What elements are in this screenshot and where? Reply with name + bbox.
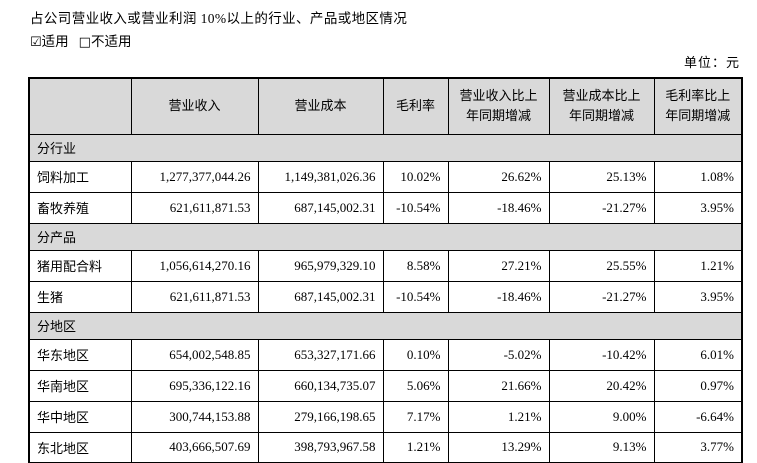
revenue-cell: 1,277,377,044.26: [130, 160, 259, 193]
margin-yoy-cell: 1.21%: [653, 249, 743, 282]
cost-cell: 687,145,002.31: [257, 280, 384, 313]
revenue-yoy-cell: 27.21%: [447, 249, 550, 282]
revenue-yoy-cell: 26.62%: [447, 160, 550, 193]
section-row-product: 分产品: [28, 222, 743, 251]
table-row-pig-compound-feed: 猪用配合料 1,056,614,270.16 965,979,329.10 8.…: [28, 249, 743, 282]
cost-yoy-cell: 9.00%: [548, 400, 655, 433]
revenue-cell: 695,336,122.16: [130, 369, 259, 402]
section-row-industry: 分行业: [28, 133, 743, 162]
cost-yoy-cell: 25.13%: [548, 160, 655, 193]
applicable-option: ☑适用: [30, 30, 69, 50]
revenue-yoy-cell: -18.46%: [447, 280, 550, 313]
section-label: 分产品: [28, 222, 743, 251]
revenue-cell: 403,666,507.69: [130, 431, 259, 463]
table-row-live-pigs: 生猪 621,611,871.53 687,145,002.31 -10.54%…: [28, 280, 743, 313]
revenue-yoy-cell: -18.46%: [447, 191, 550, 224]
header-revenue-yoy: 营业收入比上 年同期增减: [447, 77, 550, 135]
revenue-cell: 621,611,871.53: [130, 280, 259, 313]
margin-yoy-cell: 1.08%: [653, 160, 743, 193]
margin-cell: 1.21%: [382, 431, 449, 463]
header-cost: 营业成本: [257, 77, 384, 135]
cost-yoy-cell: 9.13%: [548, 431, 655, 463]
page-title: 占公司营业收入或营业利润 10%以上的行业、产品或地区情况: [30, 11, 408, 26]
revenue-yoy-cell: 13.29%: [447, 431, 550, 463]
header-revenue: 营业收入: [130, 77, 259, 135]
cost-yoy-cell: -21.27%: [548, 280, 655, 313]
header-empty-cell: [28, 77, 132, 135]
revenue-cell: 654,002,548.85: [130, 338, 259, 371]
cost-yoy-cell: 25.55%: [548, 249, 655, 282]
revenue-cell: 621,611,871.53: [130, 191, 259, 224]
header-gross-margin: 毛利率: [382, 77, 449, 135]
revenue-cell: 1,056,614,270.16: [130, 249, 259, 282]
margin-cell: 7.17%: [382, 400, 449, 433]
margin-yoy-cell: 3.95%: [653, 280, 743, 313]
cost-yoy-cell: 20.42%: [548, 369, 655, 402]
margin-cell: 5.06%: [382, 369, 449, 402]
margin-yoy-cell: -6.64%: [653, 400, 743, 433]
margin-yoy-cell: 3.95%: [653, 191, 743, 224]
cost-cell: 653,327,171.66: [257, 338, 384, 371]
revenue-yoy-cell: 21.66%: [447, 369, 550, 402]
cost-yoy-cell: -10.42%: [548, 338, 655, 371]
cost-cell: 660,134,735.07: [257, 369, 384, 402]
checked-checkbox-icon: ☑: [30, 35, 42, 50]
header-margin-yoy: 毛利率比上 年同期增减: [653, 77, 743, 135]
applicability-row: ☑适用 □不适用: [30, 30, 131, 50]
row-label: 华南地区: [28, 369, 132, 402]
margin-cell: 0.10%: [382, 338, 449, 371]
not-applicable-option: □不适用: [79, 30, 132, 50]
row-label: 畜牧养殖: [28, 191, 132, 224]
applicable-label: 适用: [41, 34, 69, 49]
table-row-feed-processing: 饲料加工 1,277,377,044.26 1,149,381,026.36 1…: [28, 160, 743, 193]
cost-cell: 279,166,198.65: [257, 400, 384, 433]
row-label: 华中地区: [28, 400, 132, 433]
row-label: 生猪: [28, 280, 132, 313]
row-label: 东北地区: [28, 431, 132, 463]
section-label: 分地区: [28, 311, 743, 340]
header-cost-yoy: 营业成本比上 年同期增减: [548, 77, 655, 135]
table-header-row: 营业收入 营业成本 毛利率 营业收入比上 年同期增减 营业成本比上 年同期增减 …: [28, 77, 743, 135]
cost-cell: 965,979,329.10: [257, 249, 384, 282]
row-label: 华东地区: [28, 338, 132, 371]
margin-cell: 8.58%: [382, 249, 449, 282]
unit-label: 单位：元: [683, 55, 740, 70]
section-row-region: 分地区: [28, 311, 743, 340]
cost-cell: 1,149,381,026.36: [257, 160, 384, 193]
not-applicable-label: 不适用: [90, 34, 132, 49]
margin-yoy-cell: 0.97%: [653, 369, 743, 402]
revenue-yoy-cell: 1.21%: [447, 400, 550, 433]
margin-yoy-cell: 6.01%: [653, 338, 743, 371]
table-row-livestock-breeding: 畜牧养殖 621,611,871.53 687,145,002.31 -10.5…: [28, 191, 743, 224]
cost-cell: 398,793,967.58: [257, 431, 384, 463]
table-row-northeast-china: 东北地区 403,666,507.69 398,793,967.58 1.21%…: [28, 431, 743, 463]
row-label: 猪用配合料: [28, 249, 132, 282]
section-label: 分行业: [28, 133, 743, 162]
cost-cell: 687,145,002.31: [257, 191, 384, 224]
row-label: 饲料加工: [28, 160, 132, 193]
margin-yoy-cell: 3.77%: [653, 431, 743, 463]
table-row-south-china: 华南地区 695,336,122.16 660,134,735.07 5.06%…: [28, 369, 743, 402]
table-row-east-china: 华东地区 654,002,548.85 653,327,171.66 0.10%…: [28, 338, 743, 371]
margin-cell: -10.54%: [382, 191, 449, 224]
revenue-cell: 300,744,153.88: [130, 400, 259, 433]
margin-cell: 10.02%: [382, 160, 449, 193]
margin-cell: -10.54%: [382, 280, 449, 313]
table-row-central-china: 华中地区 300,744,153.88 279,166,198.65 7.17%…: [28, 400, 743, 433]
unchecked-checkbox-icon: □: [78, 35, 91, 50]
segment-revenue-table: 营业收入 营业成本 毛利率 营业收入比上 年同期增减 营业成本比上 年同期增减 …: [28, 77, 743, 463]
cost-yoy-cell: -21.27%: [548, 191, 655, 224]
revenue-yoy-cell: -5.02%: [447, 338, 550, 371]
